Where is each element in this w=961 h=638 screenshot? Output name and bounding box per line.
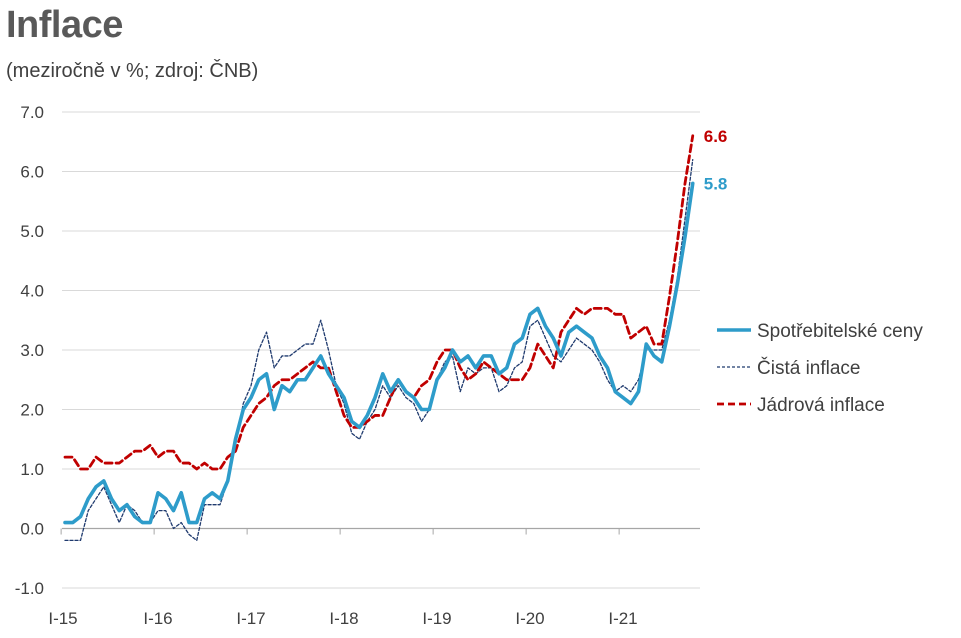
y-tick-label: 4.0 — [20, 282, 44, 301]
chart-title: Inflace — [6, 4, 123, 46]
x-tick-label: I-20 — [515, 609, 544, 628]
x-tick-label: I-15 — [48, 609, 77, 628]
x-tick-label: I-16 — [143, 609, 172, 628]
y-tick-label: 3.0 — [20, 341, 44, 360]
chart-subtitle: (meziročně v %; zdroj: ČNB) — [6, 60, 259, 82]
series-line-j-drov-inflace — [63, 134, 695, 471]
legend-label: Spotřebitelské ceny — [757, 321, 923, 342]
y-tick-label: 5.0 — [20, 222, 44, 241]
y-tick-label: 2.0 — [20, 401, 44, 420]
x-tick-label: I-21 — [608, 609, 637, 628]
end-value-label: 5.8 — [704, 174, 728, 193]
end-labels: 6.6 5.8 — [704, 127, 728, 194]
series-lines — [63, 134, 695, 542]
y-tick-label: 0.0 — [20, 520, 44, 539]
y-tick-label: 1.0 — [20, 460, 44, 479]
axes: -1.0 0.0 1.0 2.0 3.0 4.0 5.0 6.0 7.0 I-15 I-16 I-17… — [15, 103, 700, 628]
x-tick-label: I-18 — [329, 609, 358, 628]
y-tick-label: 6.0 — [20, 163, 44, 182]
legend: Spotřebitelské ceny Čistá inflace Jádrová … — [717, 321, 923, 416]
grid-lines — [62, 111, 700, 589]
legend-label: Jádrová inflace — [757, 395, 885, 416]
legend-label: Čistá inflace — [757, 357, 861, 379]
x-tick-label: I-19 — [422, 609, 451, 628]
y-tick-label: 7.0 — [20, 103, 44, 122]
series-line--ist-inflace — [64, 158, 694, 542]
y-tick-label: -1.0 — [15, 579, 44, 598]
series-line-spot-ebitelsk-ceny — [63, 181, 695, 525]
x-tick-label: I-17 — [236, 609, 265, 628]
end-value-label: 6.6 — [704, 127, 728, 146]
